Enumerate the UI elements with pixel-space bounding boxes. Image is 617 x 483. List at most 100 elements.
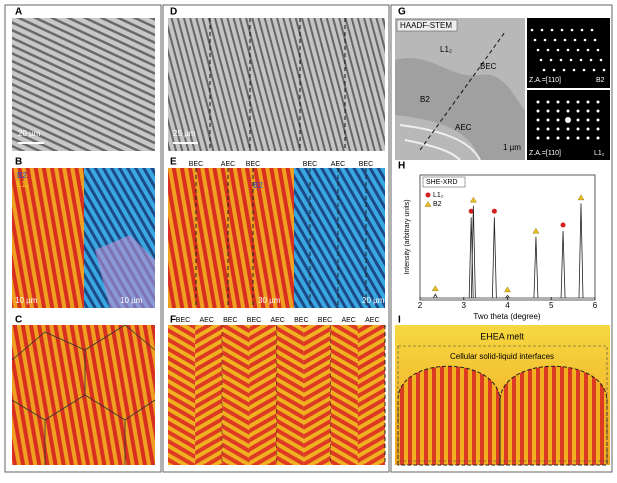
spot [586,127,590,131]
schematic [276,325,304,465]
spot [596,118,600,122]
spot [546,136,550,140]
chart-title: SHE-XRD [426,179,458,186]
peak-marker [560,222,566,228]
spot [572,68,576,72]
panel-label: B [15,157,22,168]
x-tick-label: 6 [593,301,598,310]
legend-marker [424,201,432,207]
spot [566,100,570,104]
spot [536,100,540,104]
spot [556,48,560,52]
panel-label: I [398,315,401,326]
region-label: AEC [331,161,345,168]
x-tick-label: 2 [418,301,423,310]
x-tick-label: 4 [505,301,510,310]
peak [432,293,438,299]
spot [536,118,540,122]
micrograph [168,18,385,151]
region-label: BEC [246,161,260,168]
spot [542,68,546,72]
panel-label: H [398,161,405,172]
phase-label: B2 [596,77,605,84]
scale-bar-label: 20 µm [18,129,41,138]
spot [576,109,580,113]
phase-label: B2 [420,95,430,104]
spot [573,38,577,42]
phase-label: BEC [480,62,497,71]
peak [491,217,497,299]
label-box [396,19,458,32]
spot [562,68,566,72]
peak [533,236,539,299]
spot [576,48,580,52]
spot [596,48,600,52]
panel-label: D [170,7,177,18]
schematic [222,325,250,465]
spot [540,28,544,32]
zone-box [397,345,608,462]
spot [580,28,584,32]
peak-marker [504,286,511,293]
spot [576,127,580,131]
spot [582,68,586,72]
spot [552,68,556,72]
region-label: AEC [365,317,379,324]
schematic [357,325,386,465]
spot [566,48,570,52]
spot [586,109,590,113]
panel-label: E [170,157,177,168]
spot [593,38,597,42]
legend-label: L1₂ [433,192,444,199]
zone-label: EHEA melt [480,331,524,341]
spot [539,58,543,62]
peak [578,203,584,299]
region-label: BEC [223,317,237,324]
zone-axis: Z.A.=[110] [529,150,561,157]
spot [559,58,563,62]
y-axis-label: Intensity (arbitrary units) [404,199,411,274]
spot [586,100,590,104]
spot [546,109,550,113]
spot [556,100,560,104]
schematic [168,325,196,465]
spot [536,136,540,140]
schematic [12,325,155,465]
panel-label: C [15,315,22,326]
arrow [419,31,506,151]
plot-frame [419,174,596,301]
grain-boundary [11,324,156,465]
scale-bar-label: 10 µm [120,296,143,305]
spot [596,109,600,113]
spot [596,100,600,104]
legend-marker [425,192,431,198]
spot [592,68,596,72]
spot [586,136,590,140]
spot [566,127,570,131]
grain [95,235,155,308]
peak-marker [577,194,585,201]
schematic [303,325,331,465]
scale-bar-label: 25 µm [173,129,196,138]
frame [162,4,390,473]
region-label: AEC [199,317,213,324]
scale-bar-label: 20 µm [362,296,385,305]
zone-label: Cellular solid-liquid interfaces [450,352,554,361]
region-label: BEC [176,317,190,324]
spot [556,136,560,140]
dashed-lines [209,18,346,151]
peak [560,230,566,299]
region-label: BEC [189,161,203,168]
spot [590,28,594,32]
x-axis-label: Two theta (degree) [473,312,540,321]
region-label: AEC [221,161,235,168]
spot [560,28,564,32]
spot [586,118,590,122]
spot [546,118,550,122]
spot [589,58,593,62]
phase-label: L1₂ [594,150,605,157]
x-tick-label: 3 [462,301,467,310]
spot [549,58,553,62]
peak-marker [470,196,477,203]
schematic [330,325,358,465]
